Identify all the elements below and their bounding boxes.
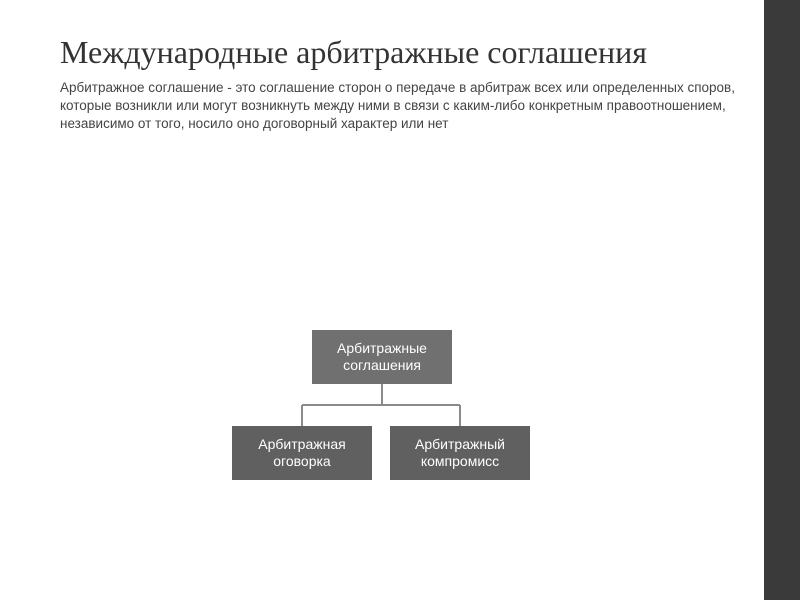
slide-title: Международные арбитражные соглашения [60,34,740,71]
connector [381,384,383,405]
connector [459,405,461,426]
connector [301,405,303,426]
chart-node-root: Арбитражные соглашения [312,330,452,384]
chart-node-right: Арбитражный компромисс [390,426,530,480]
connector [302,404,460,406]
chart-node-left: Арбитражная оговорка [232,426,372,480]
slide-content: Международные арбитражные соглашения Арб… [0,0,800,133]
sidebar-accent [764,0,800,600]
slide-description: Арбитражное соглашение - это соглашение … [60,79,740,134]
